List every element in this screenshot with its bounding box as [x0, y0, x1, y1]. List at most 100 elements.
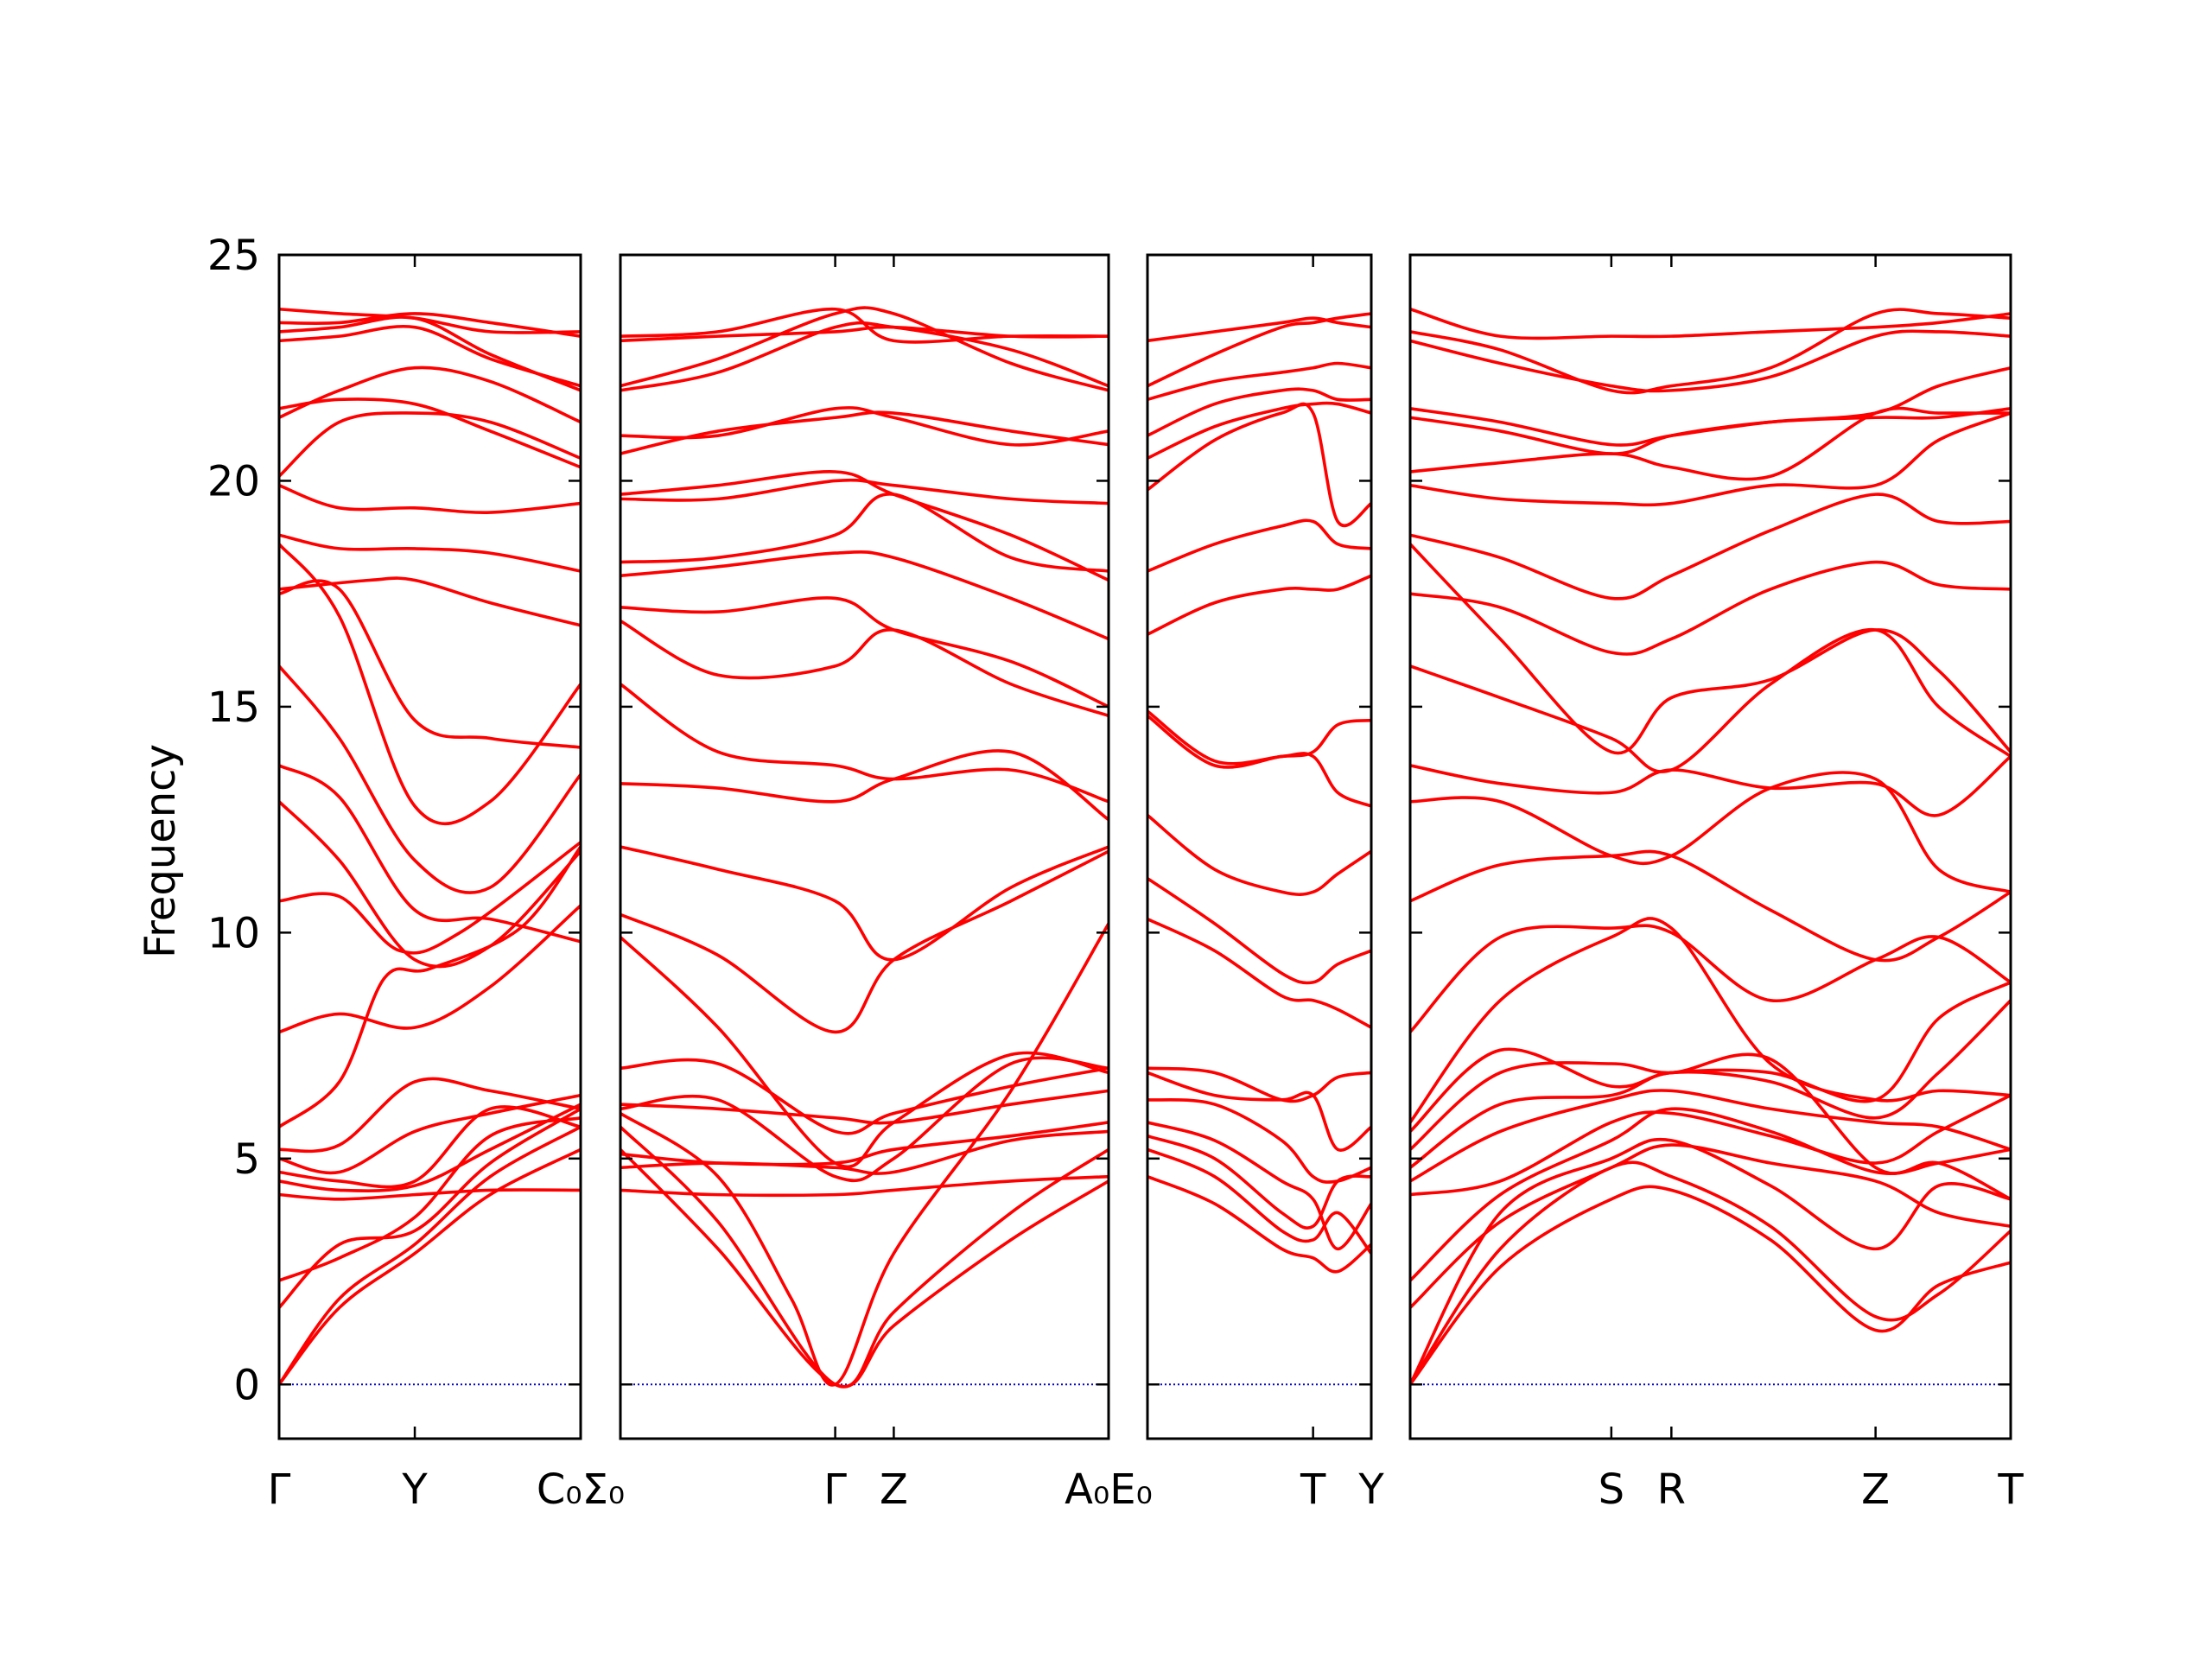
y-tick-label: 5 — [233, 1135, 260, 1184]
band-line — [279, 845, 581, 1128]
band-line — [620, 845, 1109, 962]
band-line — [279, 1147, 581, 1387]
band-line — [1147, 876, 1371, 985]
band-line — [1147, 312, 1371, 388]
x-tick-label: A₀E₀ — [1065, 1465, 1153, 1514]
y-tick-label: 25 — [207, 232, 260, 280]
band-line — [620, 849, 1109, 1034]
band-line — [1410, 1160, 2011, 1387]
band-line — [1147, 813, 1371, 897]
band-line — [279, 1103, 581, 1193]
band-line — [279, 397, 581, 469]
band-line — [279, 307, 581, 334]
band-line — [279, 1077, 581, 1154]
band-line — [1410, 493, 2011, 601]
band-line — [279, 365, 581, 424]
band-line — [620, 749, 1109, 822]
band-line — [279, 1188, 581, 1201]
band-line — [1410, 754, 2011, 817]
band-line — [279, 764, 581, 944]
x-tick-label: T — [1997, 1465, 2024, 1514]
band-line — [620, 682, 1109, 804]
band-line — [620, 493, 1109, 573]
panel-1: Γ Y C₀Σ₀ 0 5 10 15 20 25 — [207, 232, 625, 1514]
band-line — [620, 410, 1109, 455]
band-line — [1147, 387, 1371, 437]
band-line — [1410, 924, 2011, 1034]
x-tick-label: Γ — [823, 1465, 847, 1514]
band-group — [620, 306, 1109, 1389]
band-line — [1410, 1052, 2011, 1201]
band-line — [279, 542, 581, 825]
band-line — [620, 1089, 1109, 1125]
band-line — [1147, 1147, 1371, 1255]
x-tick-label: R — [1657, 1465, 1686, 1514]
band-line — [279, 1125, 581, 1387]
band-line — [279, 904, 581, 1034]
band-line — [620, 1058, 1109, 1135]
band-line — [620, 1125, 1109, 1389]
band-line — [279, 411, 581, 479]
band-line — [279, 576, 581, 627]
band-line — [1147, 401, 1371, 461]
band-line — [620, 596, 1109, 709]
panel-frame — [1146, 253, 1373, 1440]
band-line — [1410, 542, 2011, 755]
x-tick-label: Y — [1357, 1465, 1384, 1514]
band-line — [1410, 307, 2011, 340]
band-line — [1147, 1066, 1371, 1103]
band-line — [1147, 917, 1371, 1029]
panel-frame — [1408, 253, 2012, 1440]
x-tick-label: C₀Σ₀ — [537, 1465, 625, 1514]
band-line — [279, 483, 581, 514]
band-line — [620, 935, 1109, 1169]
band-line — [279, 799, 581, 969]
band-line — [279, 312, 581, 338]
band-line — [1410, 365, 2011, 447]
y-tick-label: 20 — [207, 457, 260, 505]
panel-frame — [277, 253, 582, 1440]
band-line — [1147, 518, 1371, 573]
band-line — [620, 1056, 1109, 1183]
band-line — [1147, 316, 1371, 343]
band-line — [279, 1107, 581, 1310]
x-tick-label: Z — [880, 1465, 908, 1514]
band-line — [279, 533, 581, 573]
band-line — [279, 664, 581, 894]
band-line — [1410, 1107, 2011, 1282]
band-line — [1147, 361, 1371, 402]
band-line — [620, 1174, 1109, 1198]
panel-2: Γ Z A₀E₀ — [619, 253, 1153, 1514]
y-tick-label: 10 — [207, 909, 260, 957]
band-line — [279, 1093, 581, 1175]
x-tick-label: T — [1300, 1465, 1326, 1514]
band-group — [1147, 312, 1371, 1274]
band-line — [1410, 1093, 2011, 1197]
band-line — [620, 619, 1109, 718]
band-line — [1410, 1137, 2011, 1387]
y-axis-label: Frequency — [137, 744, 185, 958]
band-group — [279, 307, 581, 1387]
band-line — [620, 470, 1109, 582]
y-tick-label: 0 — [233, 1361, 260, 1409]
band-line — [1410, 411, 2011, 507]
x-tick-label: Y — [401, 1465, 428, 1514]
band-line — [279, 1105, 581, 1189]
band-line — [279, 1116, 581, 1282]
band-line — [1410, 771, 2011, 894]
band-line — [1410, 406, 2011, 481]
band-line — [1410, 308, 2011, 395]
band-line — [1147, 574, 1371, 637]
band-line — [620, 550, 1109, 641]
band-line — [1410, 560, 2011, 656]
band-line — [279, 579, 581, 749]
band-line — [1410, 329, 2011, 393]
band-line — [1410, 998, 2011, 1170]
band-line — [620, 306, 1109, 392]
band-line — [1147, 709, 1371, 766]
band-group — [1410, 307, 2011, 1387]
y-tick-label: 15 — [207, 683, 260, 732]
